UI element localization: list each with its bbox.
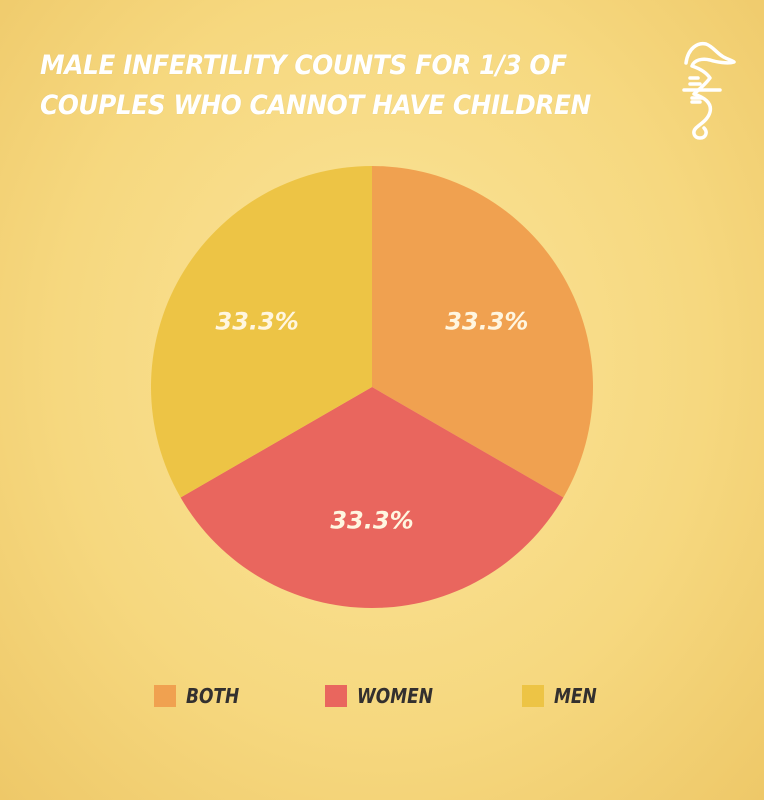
legend-item-women: WOMEN [325, 684, 446, 708]
pie-slice-both [372, 166, 593, 498]
pie-slice-women [180, 387, 564, 608]
legend-item-both: BOTH [154, 684, 249, 708]
legend-swatch-men [522, 685, 544, 707]
legend-label-women: WOMEN [357, 684, 433, 708]
pie-chart: 33.3% 33.3% 33.3% [151, 166, 593, 608]
slice-label-women: 33.3% [330, 507, 413, 535]
chart-title: MALE INFERTILITY COUNTS FOR 1/3 OF COUPL… [40, 46, 591, 126]
title-line-2: COUPLES WHO CANNOT HAVE CHILDREN [40, 90, 591, 121]
pie-slice-men [151, 166, 372, 498]
legend-label-men: MEN [554, 684, 597, 708]
seahorse-logo-icon [682, 41, 736, 140]
legend-label-both: BOTH [186, 684, 240, 708]
legend: BOTH WOMEN MEN [0, 684, 764, 710]
slice-label-men: 33.3% [216, 308, 299, 336]
title-line-1: MALE INFERTILITY COUNTS FOR 1/3 OF [40, 50, 567, 81]
slice-label-both: 33.3% [445, 308, 528, 336]
legend-swatch-women [325, 685, 347, 707]
legend-swatch-both [154, 685, 176, 707]
legend-item-men: MEN [522, 684, 604, 708]
